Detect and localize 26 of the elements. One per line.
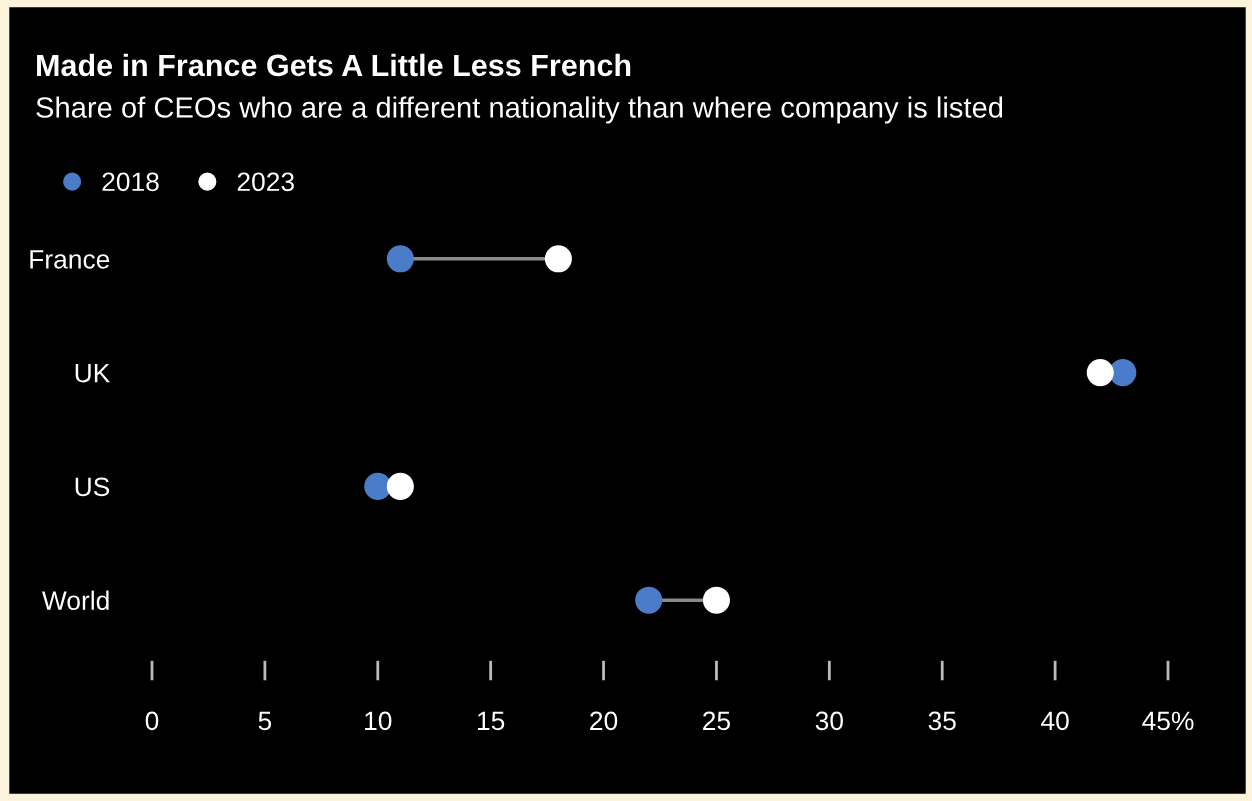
x-tick-label: 40: [1041, 711, 1069, 731]
point: [386, 245, 414, 273]
point: [544, 245, 572, 273]
point: [386, 472, 414, 500]
point: [364, 472, 392, 500]
y-tick-label: France: [30, 250, 110, 269]
point: [635, 586, 663, 614]
x-tick-label: 0: [145, 711, 159, 731]
legend-label: 2023: [237, 172, 294, 192]
x-tick-label: 35: [928, 711, 956, 731]
legend-label: 2018: [102, 172, 159, 192]
x-tick-label: 45%: [1142, 711, 1194, 731]
x-tick-label: 30: [815, 711, 843, 731]
y-tick-label: UK: [75, 364, 111, 383]
chart-title: Made in France Gets A Little Less French: [37, 53, 631, 77]
x-tick-label: 5: [258, 711, 272, 731]
x-tick-label: 20: [590, 711, 618, 731]
chart-subtitle: Share of CEOs who are a different nationality than where company is listed: [36, 96, 1003, 124]
x-tick-label: 15: [478, 711, 505, 731]
point: [1086, 359, 1114, 387]
point: [1109, 359, 1137, 387]
point: [702, 586, 730, 614]
x-tick-label: 25: [703, 711, 731, 731]
y-tick-label: World: [42, 590, 109, 610]
y-tick-label: US: [75, 477, 110, 497]
x-tick-label: 10: [365, 711, 392, 731]
